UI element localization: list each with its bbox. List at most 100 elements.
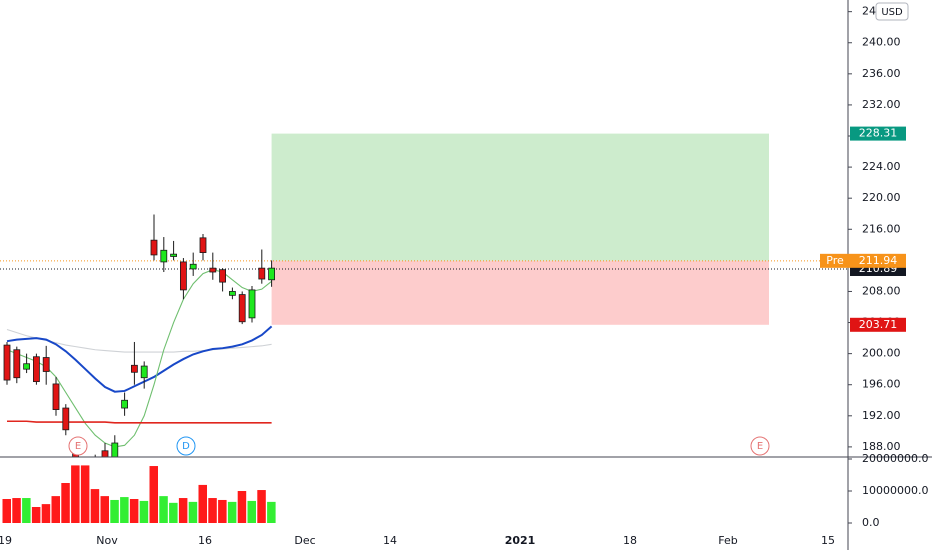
volume-bar xyxy=(51,496,60,523)
candle-body xyxy=(258,267,266,280)
currency-box xyxy=(875,2,909,21)
x-tick-label: 14 xyxy=(383,534,397,547)
candle-body xyxy=(130,364,138,373)
volume-bar xyxy=(31,507,41,523)
candle-body xyxy=(189,263,197,270)
x-tick-label: 15 xyxy=(821,534,835,547)
candle-body xyxy=(219,269,227,283)
y-tick-label: 200.00 xyxy=(862,347,901,360)
volume-bar xyxy=(129,499,139,523)
x-tick-label: 2021 xyxy=(505,534,536,547)
premarket-label: 211.94 xyxy=(859,254,898,267)
stop-label: 203.71 xyxy=(859,318,898,331)
x-tick-label: Nov xyxy=(96,534,118,547)
x-tick-label: 18 xyxy=(623,534,637,547)
moving-average xyxy=(6,269,272,448)
y-tick-label: 236.00 xyxy=(862,67,901,80)
volume-bar xyxy=(139,500,149,523)
candle-body xyxy=(121,399,128,409)
y-tick-label: 216.00 xyxy=(862,222,901,235)
volume-tick-label: 20000000.0 xyxy=(862,452,928,465)
candle-body xyxy=(179,261,187,291)
candle-body xyxy=(170,253,178,257)
volume-bar xyxy=(100,496,109,523)
candle-body xyxy=(268,267,276,281)
volume-bar xyxy=(257,490,266,523)
moving-average xyxy=(7,420,272,424)
volume-bar xyxy=(218,499,227,523)
volume-bar xyxy=(198,484,207,523)
volume-bar xyxy=(80,465,90,523)
candle-body xyxy=(140,365,148,379)
currency: USD xyxy=(881,7,903,18)
candle-body xyxy=(160,249,168,263)
candle-body xyxy=(62,407,70,431)
candle-body xyxy=(209,267,217,273)
stop-zone xyxy=(271,260,769,325)
volume-bar xyxy=(149,466,158,523)
volume-bar xyxy=(41,504,51,523)
volume-bar xyxy=(188,501,198,523)
target-label: 228.31 xyxy=(859,127,898,140)
volume-bar xyxy=(247,500,256,523)
volume-bar xyxy=(208,498,217,523)
candle-body xyxy=(111,442,119,457)
volume-bar xyxy=(110,499,119,523)
y-tick-label: 224.00 xyxy=(862,160,901,173)
x-tick-label: 19 xyxy=(0,534,12,547)
candle-body xyxy=(150,239,158,256)
x-tick-label: 16 xyxy=(198,534,212,547)
volume-bar xyxy=(227,501,237,523)
event-label: E xyxy=(757,441,763,452)
volume-tick-label: 0.0 xyxy=(862,516,880,529)
candle-body xyxy=(199,237,207,253)
volume-bar xyxy=(178,498,188,523)
candle-body xyxy=(52,383,60,410)
candle-body xyxy=(248,289,256,319)
candle-body xyxy=(23,363,31,370)
premarket-tag-box xyxy=(820,253,850,268)
candle-body xyxy=(228,291,236,296)
y-tick-label: 208.00 xyxy=(862,284,901,297)
y-tick-label: 188.00 xyxy=(862,440,901,453)
volume-bar xyxy=(90,489,100,523)
volume-bar xyxy=(22,498,31,523)
y-tick-label: 192.00 xyxy=(862,409,901,422)
target-label-box xyxy=(850,126,906,141)
y-tick-label: 196.00 xyxy=(862,378,901,391)
volume-bar xyxy=(159,496,168,523)
premarket-tag: Pre xyxy=(826,254,844,267)
volume-bar xyxy=(267,501,276,523)
event-marker xyxy=(68,436,88,456)
candle-body xyxy=(101,450,109,457)
candle-body xyxy=(33,356,40,383)
moving-average xyxy=(6,325,273,393)
volume-pane xyxy=(2,465,276,523)
volume-bar xyxy=(120,497,129,523)
volume-bar xyxy=(169,502,178,523)
volume-bar xyxy=(237,491,247,523)
volume-bar xyxy=(12,498,21,523)
target-zone xyxy=(271,133,769,261)
x-tick-label: Feb xyxy=(718,534,737,547)
candle-body xyxy=(238,294,246,323)
stop-label-box xyxy=(850,317,906,332)
event-marker xyxy=(176,436,196,456)
candle-body xyxy=(3,344,11,381)
event-label: D xyxy=(182,441,190,452)
candle-body xyxy=(13,349,21,379)
volume-bar xyxy=(2,499,11,523)
y-tick-label: 232.00 xyxy=(862,98,901,111)
volume-bar xyxy=(61,483,70,523)
volume-bar xyxy=(71,465,80,523)
candle-body xyxy=(92,462,98,470)
candle-body xyxy=(42,357,50,372)
volume-tick-label: 10000000.0 xyxy=(862,484,928,497)
y-tick-label: 240.00 xyxy=(862,36,901,49)
event-label: E xyxy=(75,441,81,452)
event-marker xyxy=(750,436,770,456)
y-tick-label: 220.00 xyxy=(862,191,901,204)
